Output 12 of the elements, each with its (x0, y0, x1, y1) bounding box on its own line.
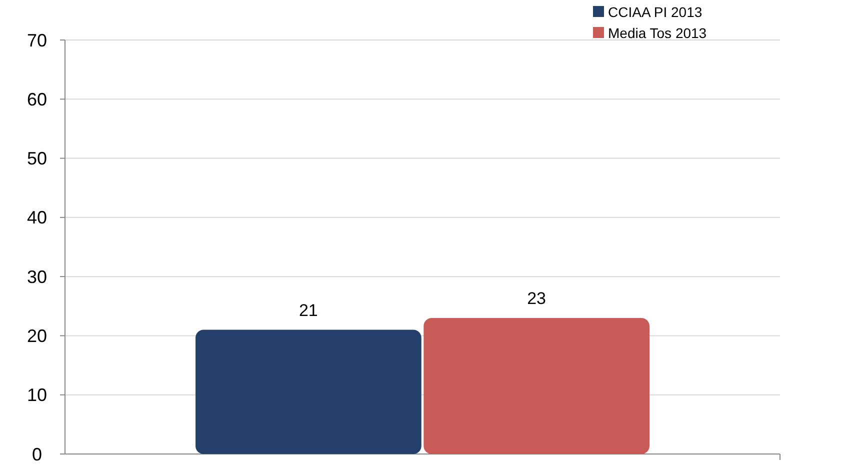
y-tick-label: 40 (26, 208, 48, 228)
legend-label: CCIAA PI 2013 (608, 4, 702, 20)
y-tick-label: 0 (32, 444, 42, 464)
y-tick-label: 30 (26, 266, 48, 287)
data-label: 23 (527, 288, 546, 308)
y-tick-label: 10 (26, 385, 48, 406)
y-tick-label: 70 (26, 30, 48, 50)
y-tick-label: 60 (26, 89, 48, 110)
y-tick-label: 50 (26, 148, 48, 169)
legend-label: Media Tos 2013 (608, 24, 707, 41)
data-label: 21 (298, 300, 318, 320)
y-tick-label: 20 (26, 326, 48, 346)
